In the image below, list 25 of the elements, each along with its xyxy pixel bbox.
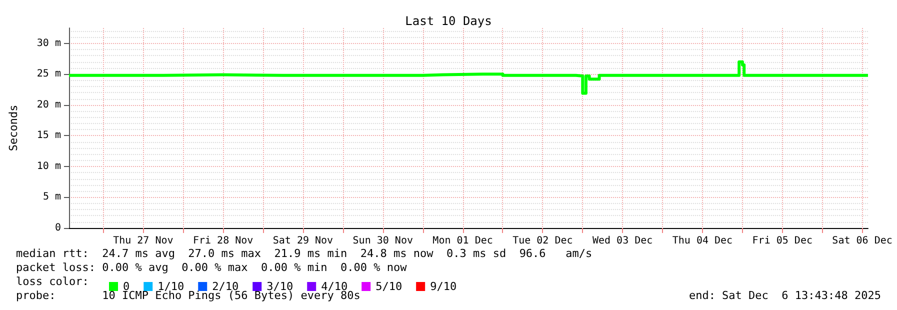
y-tick-label: 10 m <box>36 160 61 172</box>
y-axis-title: Seconds <box>7 104 20 152</box>
y-tick-label: 30 m <box>36 38 61 49</box>
x-tick-label: Wed 03 Dec <box>592 236 653 246</box>
x-tick-label: Mon 01 Dec <box>432 236 493 246</box>
text: end: Sat Dec 6 13:43:48 2025 <box>688 289 882 302</box>
x-tick-label: Sat 06 Dec <box>832 236 892 246</box>
x-tick-label: Fri 05 Dec <box>752 236 812 246</box>
y-tick-label: 0 <box>54 222 61 234</box>
x-tick-label: Thu 04 Dec <box>672 236 733 246</box>
x-tick-label: Sat 29 Nov <box>272 236 334 246</box>
x-tick-label: Tue 02 Dec <box>512 236 573 246</box>
y-tick-label: 5 m <box>42 192 61 203</box>
x-tick-label: Sun 30 Nov <box>352 236 413 246</box>
x-tick-label: Fri 28 Nov <box>192 236 254 246</box>
legend-label: 5/10 <box>376 280 402 293</box>
text: median rtt: 24.7 ms avg 27.0 ms max 21.9 ms min 24.8 ms now 0.3 ms sd 96.6 am/s <box>16 247 592 260</box>
y-tick-label: 25 m <box>36 68 61 80</box>
text: loss color: <box>16 275 89 288</box>
chart-title: Last 10 Days <box>405 14 492 28</box>
y-tick-label: 20 m <box>36 99 61 110</box>
legend-label: 9/10 <box>430 280 457 293</box>
text: packet loss: 0.00 % avg 0.00 % max 0.00 % min 0.00 % now <box>16 261 408 274</box>
y-tick-label: 15 m <box>36 130 61 142</box>
x-tick-label: Thu 27 Nov <box>113 236 174 246</box>
